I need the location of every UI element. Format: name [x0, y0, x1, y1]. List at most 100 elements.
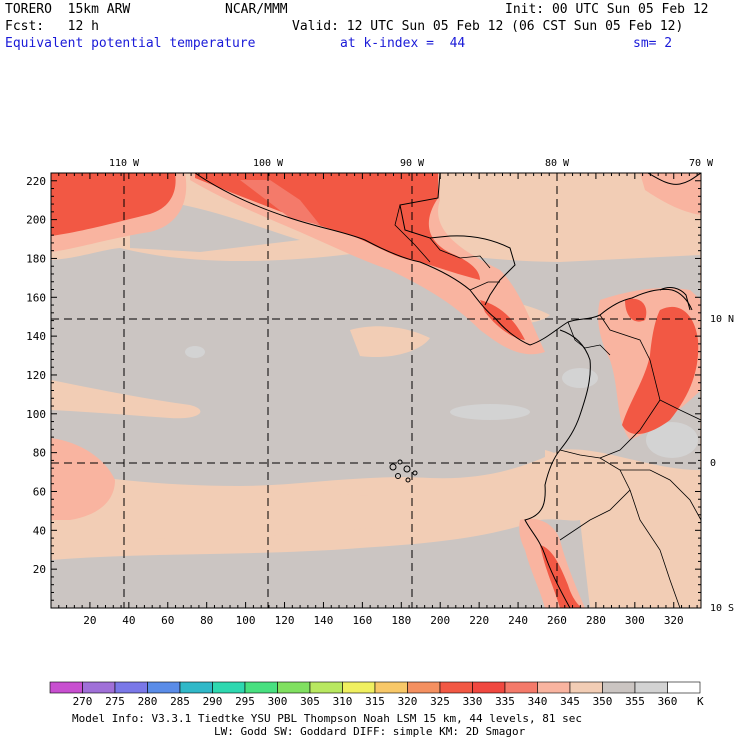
coral-patch-mexico [240, 180, 320, 225]
country-borders [394, 204, 701, 608]
color-swatch [342, 681, 376, 694]
color-swatch [569, 681, 603, 694]
y-tick-label: 220 [26, 175, 46, 188]
color-swatch-top [667, 681, 701, 694]
x-tick-label: 40 [122, 614, 135, 627]
color-swatch [439, 681, 473, 694]
x-tick-label: 80 [200, 614, 213, 627]
red-region-peru [540, 545, 582, 608]
color-bar-value: 355 [625, 695, 645, 708]
light-grey-spot-1 [450, 404, 530, 420]
coastlines [194, 173, 701, 608]
tan-patch-west [51, 380, 201, 419]
tan-band-south [51, 470, 570, 540]
color-bar-value: 310 [333, 695, 353, 708]
coast-venezuela [659, 287, 691, 311]
y-tick-label: 20 [33, 563, 46, 576]
x-tick-label: 260 [547, 614, 567, 627]
y-tick-label: 60 [33, 485, 46, 498]
longitude-label: 80 W [545, 158, 570, 169]
x-tick-label: 140 [314, 614, 334, 627]
color-bar-value: 300 [268, 695, 288, 708]
latitude-label: 0 [710, 458, 716, 469]
color-bar-value: 315 [365, 695, 385, 708]
color-bar-value: 360 [658, 695, 678, 708]
coast-yucatan-honduras [399, 173, 516, 306]
forecast-hour: Fcst: 12 h [5, 19, 99, 34]
color-bar-value: 305 [300, 695, 320, 708]
color-bar-value: 335 [495, 695, 515, 708]
red-patch-costa-rica [480, 300, 525, 340]
color-bar-value: 330 [463, 695, 483, 708]
axis-labels: 20 40 60 80 100 120 140 160 180 200 220 240 260 280 30… [26, 158, 734, 627]
legend-unit: K [697, 695, 704, 708]
y-tick-label: 180 [26, 252, 46, 265]
border-panama-colombia [567, 321, 611, 356]
latitude-label: 10 N [710, 314, 734, 325]
red-region-colombia [622, 306, 699, 435]
color-bar-value: 290 [203, 695, 223, 708]
y-tick-label: 120 [26, 369, 46, 382]
color-bar-value: 280 [138, 695, 158, 708]
center-name: NCAR/MMM [225, 2, 288, 17]
border-guatemala [394, 204, 431, 263]
valid-time: Valid: 12 UTC Sun 05 Feb 12 (06 CST Sun … [292, 19, 684, 34]
color-swatch [634, 681, 668, 694]
color-swatch [504, 681, 538, 694]
color-bar-value: 270 [73, 695, 93, 708]
longitude-label: 100 W [253, 158, 284, 169]
color-swatch [82, 681, 116, 694]
x-tick-label: 60 [161, 614, 174, 627]
border-honduras [429, 237, 491, 269]
color-swatch [49, 681, 83, 694]
color-swatch [602, 681, 636, 694]
tan-patch-central [350, 326, 430, 358]
coast-mexico-central-america [194, 173, 531, 346]
color-bar-value: 275 [105, 695, 125, 708]
x-tick-label: 160 [352, 614, 372, 627]
coast-caribbean-islands [647, 173, 701, 185]
light-grey-spot-3 [185, 346, 205, 358]
grey-region-south [51, 519, 590, 608]
galapagos-islands [389, 459, 418, 483]
salmon-region-central-america [190, 173, 545, 355]
color-swatch [147, 681, 181, 694]
x-tick-label: 200 [430, 614, 450, 627]
longitude-label: 90 W [400, 158, 425, 169]
coast-panama-colombia [529, 289, 693, 346]
border-venezuela-brazil [659, 399, 701, 421]
color-bar-value: 285 [170, 695, 190, 708]
color-swatch [179, 681, 213, 694]
footer-model-info: Model Info: V3.3.1 Tiedtke YSU PBL Thomp… [72, 712, 582, 725]
color-bar-value: 340 [528, 695, 548, 708]
level-label: at k-index = 44 [340, 36, 466, 51]
color-swatch [537, 681, 571, 694]
color-swatch [407, 681, 441, 694]
x-tick-label: 180 [391, 614, 411, 627]
x-tick-label: 320 [664, 614, 684, 627]
y-tick-label: 140 [26, 330, 46, 343]
color-swatch [277, 681, 311, 694]
color-swatch [309, 681, 343, 694]
x-tick-label: 280 [586, 614, 606, 627]
color-bar-value: 345 [560, 695, 580, 708]
light-grey-spot-4 [646, 422, 698, 458]
color-swatch [244, 681, 278, 694]
light-grey-spot-2 [562, 368, 598, 388]
color-bar-value: 350 [593, 695, 613, 708]
footer-physics-info: LW: Godd SW: Goddard DIFF: simple KM: 2D… [214, 725, 526, 738]
color-bar-value: 320 [398, 695, 418, 708]
color-swatch [212, 681, 246, 694]
field-title: Equivalent potential temperature [5, 36, 256, 51]
color-swatch [472, 681, 506, 694]
color-bar-labels: 270 275 280 285 290 295 300 305 310 315 320 325 330 3… [73, 695, 678, 708]
latitude-label: 10 S [710, 603, 734, 614]
tan-patch-ecuador [545, 450, 572, 495]
x-tick-label: 120 [275, 614, 295, 627]
color-bar-value: 295 [235, 695, 255, 708]
salmon-region-w [51, 438, 115, 520]
y-tick-label: 160 [26, 291, 46, 304]
color-swatch [374, 681, 408, 694]
x-tick-label: 20 [83, 614, 96, 627]
